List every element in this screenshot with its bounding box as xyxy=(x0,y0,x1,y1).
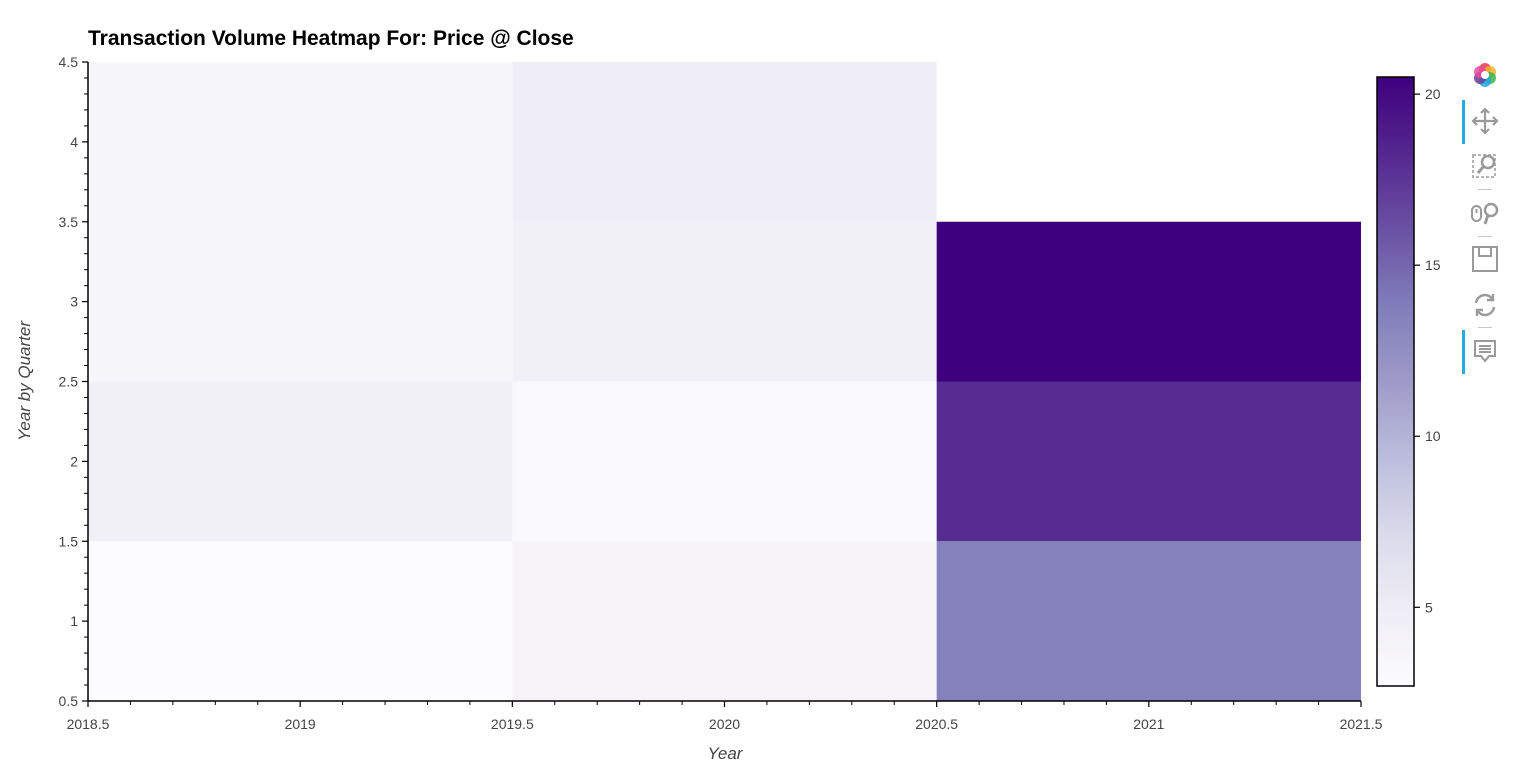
heatmap-cell[interactable] xyxy=(88,541,513,701)
x-tick-label: 2020.5 xyxy=(915,716,958,732)
y-tick-label: 3 xyxy=(70,294,78,310)
toolbar-separator xyxy=(1478,327,1492,328)
chart-title: Transaction Volume Heatmap For: Price @ … xyxy=(88,27,574,50)
y-tick-label: 2 xyxy=(70,453,78,469)
heatmap-cells xyxy=(88,62,1361,701)
heatmap-cell[interactable] xyxy=(512,541,937,701)
y-tick-label: 4 xyxy=(70,134,78,150)
save-icon[interactable] xyxy=(1470,244,1500,274)
x-tick-label: 2019.5 xyxy=(491,716,534,732)
colorbar: 5 10 15 20 xyxy=(1376,76,1441,687)
y-axis-label: Year by Quarter xyxy=(15,320,34,441)
axes: 2018.5 2019 2019.5 2020 2020.5 2021 2021.5 0.5 1… xyxy=(59,54,1383,732)
hover-icon[interactable] xyxy=(1462,330,1500,374)
heatmap-cell[interactable] xyxy=(512,221,937,382)
colorbar-tick-label: 20 xyxy=(1425,86,1441,102)
wheel-zoom-icon[interactable] xyxy=(1470,198,1500,228)
heatmap-cell[interactable] xyxy=(936,381,1361,542)
x-tick-label: 2018.5 xyxy=(67,716,110,732)
y-tick-label: 4.5 xyxy=(59,54,79,70)
toolbar-separator xyxy=(1478,189,1492,190)
toolbar-separator xyxy=(1478,236,1492,237)
colorbar-gradient xyxy=(1376,76,1415,687)
pan-icon[interactable] xyxy=(1462,100,1500,144)
heatmap-cell[interactable] xyxy=(512,62,937,222)
x-axis-label: Year xyxy=(708,744,744,763)
colorbar-tick-label: 15 xyxy=(1425,257,1441,273)
toolbar xyxy=(1462,58,1510,388)
heatmap-cell[interactable] xyxy=(936,221,1361,382)
heatmap-cell[interactable] xyxy=(88,221,513,382)
y-tick-label: 1.5 xyxy=(59,533,79,549)
x-tick-label: 2021.5 xyxy=(1340,716,1383,732)
colorbar-tick-label: 10 xyxy=(1425,428,1441,444)
colorbar-tick-label: 5 xyxy=(1425,599,1433,615)
heatmap-cell[interactable] xyxy=(88,381,513,542)
heatmap-cell[interactable] xyxy=(512,381,937,542)
x-tick-label: 2019 xyxy=(285,716,316,732)
x-tick-label: 2020 xyxy=(709,716,740,732)
y-tick-label: 0.5 xyxy=(59,693,79,709)
y-tick-label: 3.5 xyxy=(59,214,79,230)
reset-icon[interactable] xyxy=(1470,290,1500,320)
x-tick-label: 2021 xyxy=(1133,716,1164,732)
heatmap-cell[interactable] xyxy=(936,541,1361,701)
y-tick-label: 2.5 xyxy=(59,374,79,390)
y-tick-label: 1 xyxy=(70,613,78,629)
bokeh-logo-icon[interactable] xyxy=(1470,60,1500,90)
heatmap-cell[interactable] xyxy=(88,62,513,222)
box-zoom-icon[interactable] xyxy=(1470,150,1500,180)
